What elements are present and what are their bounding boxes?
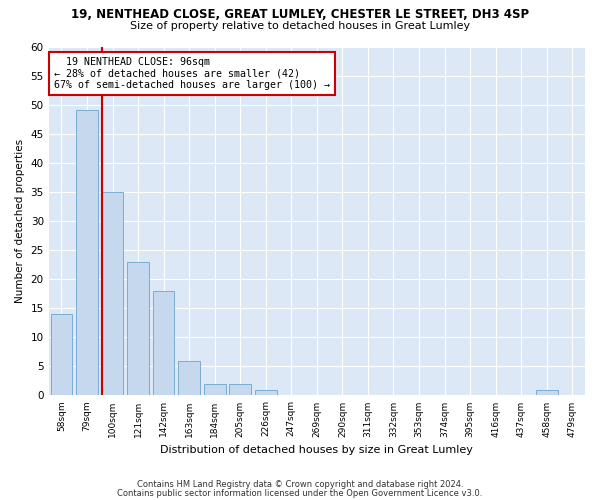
Text: Contains public sector information licensed under the Open Government Licence v3: Contains public sector information licen… [118, 489, 482, 498]
Bar [50, 314, 72, 396]
Bar [153, 291, 175, 396]
Bar [127, 262, 149, 396]
Y-axis label: Number of detached properties: Number of detached properties [15, 139, 25, 303]
X-axis label: Distribution of detached houses by size in Great Lumley: Distribution of detached houses by size … [160, 445, 473, 455]
Bar [229, 384, 251, 396]
Bar [255, 390, 277, 396]
Bar [101, 192, 124, 396]
Text: Contains HM Land Registry data © Crown copyright and database right 2024.: Contains HM Land Registry data © Crown c… [137, 480, 463, 489]
Text: Size of property relative to detached houses in Great Lumley: Size of property relative to detached ho… [130, 21, 470, 31]
Text: 19 NENTHEAD CLOSE: 96sqm
← 28% of detached houses are smaller (42)
67% of semi-d: 19 NENTHEAD CLOSE: 96sqm ← 28% of detach… [54, 57, 330, 90]
Bar [204, 384, 226, 396]
Bar [536, 390, 557, 396]
Bar [178, 360, 200, 396]
Text: 19, NENTHEAD CLOSE, GREAT LUMLEY, CHESTER LE STREET, DH3 4SP: 19, NENTHEAD CLOSE, GREAT LUMLEY, CHESTE… [71, 8, 529, 20]
Bar [76, 110, 98, 396]
